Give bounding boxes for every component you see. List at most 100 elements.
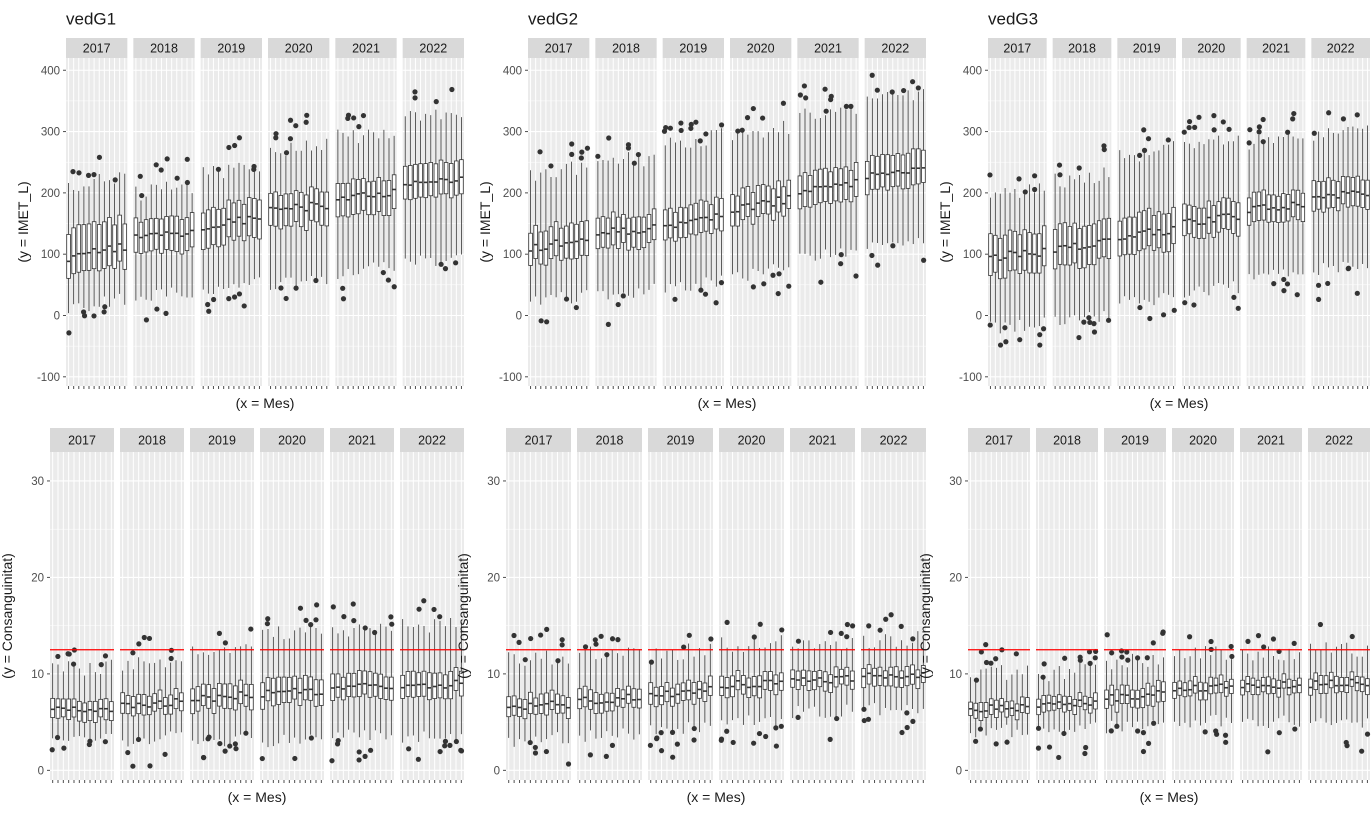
outlier-point xyxy=(1109,650,1115,656)
boxplot-month xyxy=(718,122,725,286)
outlier-point xyxy=(1002,325,1008,331)
outlier-point xyxy=(1354,290,1360,296)
box xyxy=(781,186,786,217)
box xyxy=(293,190,299,222)
boxplot-month xyxy=(1260,116,1266,274)
boxplot-month xyxy=(786,133,792,289)
facet-panel xyxy=(400,452,464,780)
y-axis-label: (y = IMET_L) xyxy=(477,181,493,262)
boxplot-month xyxy=(1151,151,1157,306)
box xyxy=(616,216,621,249)
boxplot-month xyxy=(744,115,751,281)
outlier-point xyxy=(163,310,169,316)
y-tick-label: 100 xyxy=(503,249,522,261)
outlier-point xyxy=(251,166,257,173)
boxplot-month xyxy=(459,117,464,255)
boxplot-month xyxy=(146,635,153,769)
outlier-point xyxy=(899,729,905,736)
box xyxy=(760,184,766,214)
box xyxy=(1334,675,1339,694)
boxplot-month xyxy=(746,646,752,716)
x-axis-label: (x = Mes) xyxy=(228,789,287,805)
outlier-point xyxy=(1208,638,1214,645)
facet-panel xyxy=(1308,452,1370,780)
box xyxy=(636,688,642,709)
boxplot-month xyxy=(1141,127,1148,300)
outlier-point xyxy=(1182,300,1188,306)
facet-strip-label: 2019 xyxy=(208,434,236,448)
chart-2: vedG2 (y = IMET_L) (x = Mes) -100 0 100 200 300… xyxy=(477,9,927,411)
outlier-point xyxy=(130,650,136,656)
chart-3: vedG3 (y = IMET_L) (x = Mes) -100 0 100 200 300… xyxy=(937,9,1370,411)
boxplot-month xyxy=(313,602,320,738)
boxplot-month xyxy=(636,649,642,735)
outlier-point xyxy=(1040,326,1047,332)
outlier-point xyxy=(773,743,779,749)
outlier-point xyxy=(1281,288,1287,294)
chart-title: vedG3 xyxy=(988,9,1038,28)
outlier-point xyxy=(1186,634,1193,640)
facet-strip xyxy=(506,428,571,452)
box xyxy=(1117,220,1122,257)
boxplot-month xyxy=(573,174,579,311)
box xyxy=(350,178,356,215)
outlier-point xyxy=(1171,307,1177,313)
y-tick-label: -100 xyxy=(37,372,60,384)
outlier-point xyxy=(1105,317,1112,323)
outlier-point xyxy=(1145,136,1152,142)
outlier-point xyxy=(861,706,867,712)
outlier-point xyxy=(537,149,543,155)
outlier-point xyxy=(201,754,207,761)
boxplot-month xyxy=(615,637,621,738)
boxplot-month xyxy=(356,124,362,275)
boxplot-month xyxy=(211,652,217,741)
boxplot-month xyxy=(678,120,684,283)
boxplot-month xyxy=(1117,150,1122,304)
box xyxy=(1216,201,1221,233)
facet-2022: 2022 xyxy=(1308,428,1371,783)
outlier-point xyxy=(516,639,522,645)
outlier-point xyxy=(1256,129,1262,135)
outlier-point xyxy=(1150,640,1156,646)
boxplot-month xyxy=(98,662,104,739)
boxplot-month xyxy=(598,633,604,738)
boxplot-month xyxy=(898,623,905,736)
boxplot-month xyxy=(900,87,907,246)
boxplot-month xyxy=(730,651,736,746)
outlier-point xyxy=(751,634,757,640)
boxplot-month xyxy=(1181,129,1188,306)
outlier-point xyxy=(609,636,616,642)
boxplot-month xyxy=(1046,681,1053,750)
outlier-point xyxy=(739,127,745,133)
outlier-point xyxy=(670,754,676,760)
boxplot-month xyxy=(1323,642,1329,723)
outlier-point xyxy=(888,612,894,618)
outlier-point xyxy=(579,149,585,155)
box xyxy=(750,192,756,225)
boxplot-month xyxy=(1007,192,1013,325)
box xyxy=(304,194,309,231)
y-tick-label: 20 xyxy=(487,572,500,584)
boxplot-month xyxy=(82,675,87,738)
box xyxy=(200,212,206,250)
facet-panel xyxy=(988,58,1047,386)
outlier-point xyxy=(527,739,533,746)
boxplot-month xyxy=(210,165,217,303)
chart-6: (y = Consanguinitat) (x = Mes) 0 10 20 30 2017… xyxy=(917,428,1371,805)
outlier-point xyxy=(96,154,103,160)
boxplot-month xyxy=(158,167,164,290)
box xyxy=(335,673,341,698)
boxplot-month xyxy=(797,92,803,254)
y-tick-label: 400 xyxy=(41,65,60,77)
facet-panel xyxy=(133,58,195,386)
facet-strip xyxy=(66,38,128,58)
outlier-point xyxy=(910,636,916,642)
outlier-point xyxy=(1135,728,1141,734)
outlier-point xyxy=(691,725,697,732)
outlier-point xyxy=(243,730,249,736)
box xyxy=(241,203,247,242)
y-tick-label: 10 xyxy=(31,669,44,681)
outlier-point xyxy=(866,623,872,629)
boxplot-month xyxy=(402,116,408,259)
boxplot-month xyxy=(877,627,883,716)
